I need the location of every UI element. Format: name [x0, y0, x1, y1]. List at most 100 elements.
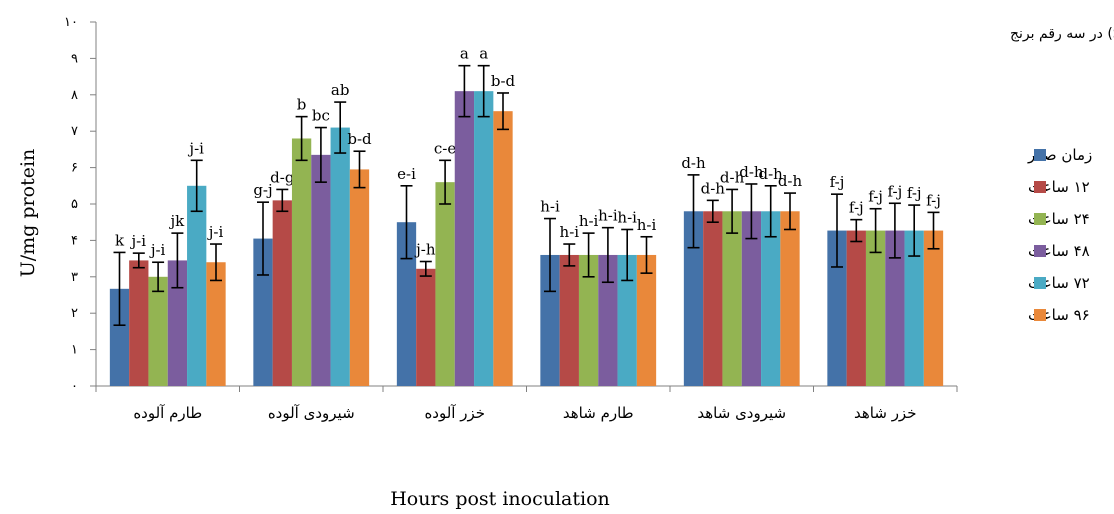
data-label: g-j [253, 181, 272, 199]
data-label: d-h [720, 168, 745, 186]
bar [780, 211, 800, 386]
legend-swatch [1034, 277, 1046, 289]
data-label: j-i [130, 232, 147, 250]
data-label: f-j [868, 188, 883, 206]
bar [148, 276, 168, 386]
data-label: j-i [149, 241, 166, 259]
y-tick-label: ۷ [71, 124, 78, 139]
y-tick-label: ۱ [71, 343, 78, 358]
legend-swatch [1034, 149, 1046, 161]
data-label: h-i [637, 216, 657, 234]
bar [330, 127, 350, 386]
data-label: jk [169, 212, 186, 230]
y-tick-label: ۶ [71, 161, 78, 176]
data-label: h-i [540, 198, 560, 216]
bar [187, 185, 207, 386]
y-tick-label: ۳ [71, 270, 78, 285]
data-label: f-j [830, 173, 845, 191]
bar [349, 169, 370, 386]
y-tick-label: ۴ [71, 233, 78, 248]
data-label: d-h [701, 179, 726, 197]
x-category-label: شیرودی آلوده [268, 404, 355, 422]
data-label: f-j [926, 191, 941, 209]
data-label: j-h [414, 241, 436, 259]
bar [109, 288, 130, 386]
bar [761, 211, 781, 386]
data-label: d-h [739, 163, 764, 181]
bar [722, 211, 742, 386]
x-category-label: طارم شاهد [563, 404, 634, 422]
bar [598, 254, 618, 386]
data-label: a [479, 45, 488, 63]
bar [559, 254, 579, 386]
legend-swatch [1034, 309, 1046, 321]
bar [846, 230, 866, 386]
data-label: h-i [617, 208, 637, 226]
bar [885, 230, 905, 386]
data-label: k [115, 231, 125, 249]
bar [291, 138, 312, 386]
data-label: d-h [759, 165, 784, 183]
bar [435, 182, 455, 386]
bar [617, 254, 637, 386]
data-label: e-i [397, 165, 416, 183]
x-axis-title: Hours post inoculation [390, 488, 610, 510]
x-category-label: طارم آلوده [133, 404, 202, 422]
bar [396, 222, 417, 386]
bar [129, 260, 149, 386]
bar [683, 211, 704, 386]
chart-title: تغییرات سوپراکسید دیسموتاز (SOD) در سه ر… [1010, 26, 1114, 42]
data-label: bc [312, 107, 330, 125]
y-axis-title: U/mg protein [17, 149, 39, 278]
x-category-label: شیرودی شاهد [697, 404, 786, 422]
data-label: b-d [347, 130, 372, 148]
data-label: h-i [598, 207, 618, 225]
data-label: d-g [270, 168, 295, 186]
bar [474, 91, 494, 386]
bar [454, 91, 475, 386]
legend-swatch [1034, 213, 1046, 225]
bar [206, 262, 226, 386]
bar [923, 230, 944, 386]
x-category-label: خزر شاهد [854, 404, 916, 422]
data-label: f-j [888, 182, 903, 200]
data-label: b-d [491, 72, 516, 90]
bar [493, 111, 513, 387]
legend-swatch [1034, 245, 1046, 257]
data-label: d-h [778, 172, 803, 190]
data-label: h-i [579, 212, 599, 230]
bar [416, 268, 436, 386]
bar [167, 260, 188, 386]
bar [703, 211, 723, 386]
bar [904, 230, 924, 386]
data-label: h-i [560, 223, 580, 241]
y-tick-label: ۱۰ [64, 15, 78, 30]
bar [272, 200, 292, 386]
y-tick-label: ۲ [71, 306, 78, 321]
bar [311, 154, 331, 386]
data-label: j-i [207, 223, 224, 241]
x-category-label: خزر آلوده [424, 404, 485, 422]
y-tick-label: ۹ [71, 51, 78, 66]
y-tick-label: ۵ [71, 197, 78, 212]
data-label: b [297, 96, 307, 114]
legend-swatch [1034, 181, 1046, 193]
data-label: c-e [434, 139, 456, 157]
data-label: j-i [187, 139, 204, 157]
data-label: a [460, 45, 469, 63]
data-label: f-j [849, 199, 864, 217]
y-tick-label: ۰ [71, 379, 78, 394]
data-label: d-h [681, 154, 706, 172]
bar [827, 230, 847, 386]
plot-area: ۰ ۱ ۲ ۳ ۴ ۵ ۶ ۷ ۸ ۹ ۱۰ طارم آلوده شیرودی آلوده خزر آل… [64, 15, 958, 422]
bar [741, 211, 762, 386]
bar [865, 230, 886, 386]
bar [578, 254, 599, 386]
bar [540, 254, 560, 386]
y-tick-label: ۸ [71, 88, 78, 103]
data-label: f-j [907, 184, 922, 202]
bar [636, 254, 657, 386]
data-label: ab [331, 81, 350, 99]
